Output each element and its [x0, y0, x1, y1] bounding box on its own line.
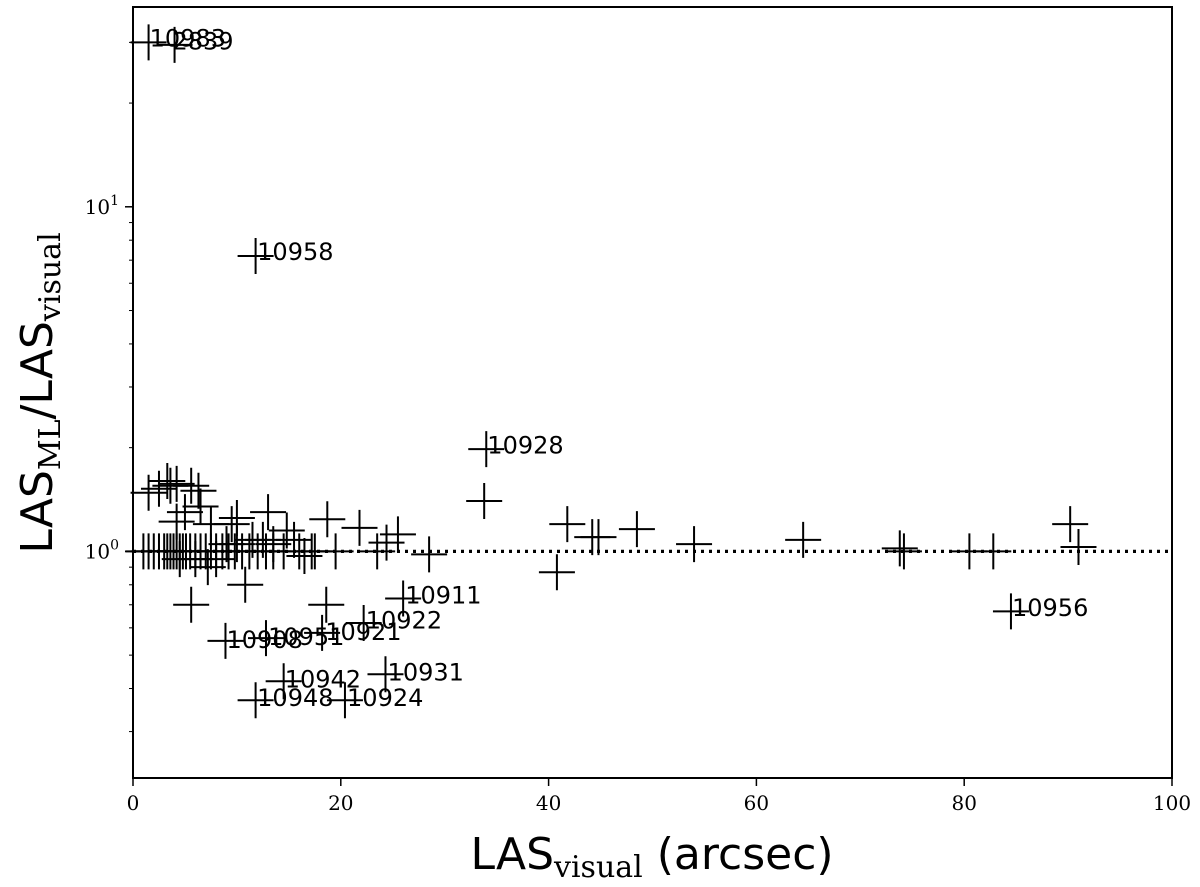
data-point-marker: [244, 521, 281, 558]
data-point-marker: [785, 521, 822, 558]
data-point-marker: [296, 533, 333, 570]
x-tick-label: 60: [744, 791, 769, 815]
y-tick-label: 101: [85, 193, 119, 219]
data-point-marker: [308, 586, 345, 623]
data-point-marker: [881, 530, 918, 567]
data-point-marker: [198, 541, 235, 578]
data-point-marker: [1060, 528, 1097, 565]
data-point-marker: [158, 465, 195, 502]
point-label: 10942: [285, 665, 361, 693]
data-point-marker: [149, 463, 186, 500]
data-point-marker: [618, 511, 655, 548]
point-label: 10921: [325, 618, 401, 646]
x-tick-label: 20: [328, 791, 353, 815]
data-point-marker: [130, 474, 167, 511]
data-point-marker: [1052, 506, 1089, 543]
data-point-marker: [549, 506, 586, 543]
data-point-marker: [286, 537, 323, 574]
point-annotations: 1098328391095810928109111092210921109511…: [150, 24, 1089, 712]
data-points: [125, 24, 1097, 719]
y-axis-ticks: 100 101: [85, 41, 133, 733]
data-point-marker: [265, 663, 302, 700]
point-label: 10908: [227, 626, 303, 654]
data-point-marker: [227, 566, 264, 603]
data-point-marker: [345, 604, 382, 641]
point-label: 10958: [257, 238, 333, 266]
data-point-marker: [250, 494, 287, 531]
data-point-marker: [580, 519, 617, 556]
point-label: 10924: [347, 684, 423, 712]
data-point-marker: [166, 494, 203, 531]
data-point-marker: [538, 554, 575, 591]
data-point-marker: [173, 467, 210, 504]
data-point-marker: [359, 533, 396, 570]
data-point-marker: [213, 506, 250, 543]
data-point-marker: [466, 483, 503, 520]
data-point-marker: [276, 521, 313, 558]
data-point-marker: [676, 526, 713, 563]
data-point-marker: [304, 614, 341, 651]
x-tick-label: 100: [1153, 791, 1191, 815]
data-point-marker: [130, 24, 167, 61]
x-tick-label: 0: [127, 791, 140, 815]
plot-background: [133, 7, 1172, 778]
point-label: 10951: [268, 623, 344, 651]
data-point-marker: [368, 524, 405, 561]
point-label: 10956: [1012, 594, 1088, 622]
data-point-marker: [156, 26, 193, 63]
data-point-marker: [885, 533, 922, 570]
data-point-marker: [975, 533, 1012, 570]
data-point-marker: [367, 656, 404, 693]
data-point-marker: [182, 488, 219, 525]
data-point-marker: [255, 526, 292, 563]
data-point-marker: [992, 593, 1029, 630]
point-label: 2839: [172, 27, 233, 55]
point-label: 10948: [257, 684, 333, 712]
point-label: 10931: [388, 659, 464, 687]
data-point-marker: [411, 536, 448, 573]
point-label: 10983: [150, 24, 226, 52]
y-tick-label: 100: [85, 537, 119, 563]
data-point-marker: [247, 620, 284, 657]
data-point-marker: [237, 682, 274, 719]
x-axis-ticks: 0 20 40 60 80 100: [127, 778, 1191, 815]
x-tick-label: 40: [536, 791, 561, 815]
data-point-marker: [341, 509, 378, 546]
data-point-marker: [237, 237, 274, 274]
data-point-marker: [385, 580, 422, 617]
data-point-marker: [180, 472, 217, 509]
data-point-marker: [268, 512, 305, 549]
data-point-marker: [189, 549, 226, 586]
data-point-marker: [326, 682, 363, 719]
x-axis-title: LASvisual (arcsec): [470, 829, 833, 885]
data-point-marker: [207, 622, 244, 659]
point-label: 10928: [487, 431, 563, 459]
point-label: 10922: [366, 607, 442, 635]
point-label: 10911: [405, 581, 481, 609]
data-point-marker: [173, 586, 210, 623]
data-point-marker: [309, 501, 346, 538]
data-point-marker: [218, 526, 255, 563]
y-axis-title: LASML/LASvisual: [12, 232, 68, 553]
data-point-marker: [468, 431, 505, 468]
plot-frame: [132, 6, 1173, 779]
x-tick-label: 80: [951, 791, 976, 815]
